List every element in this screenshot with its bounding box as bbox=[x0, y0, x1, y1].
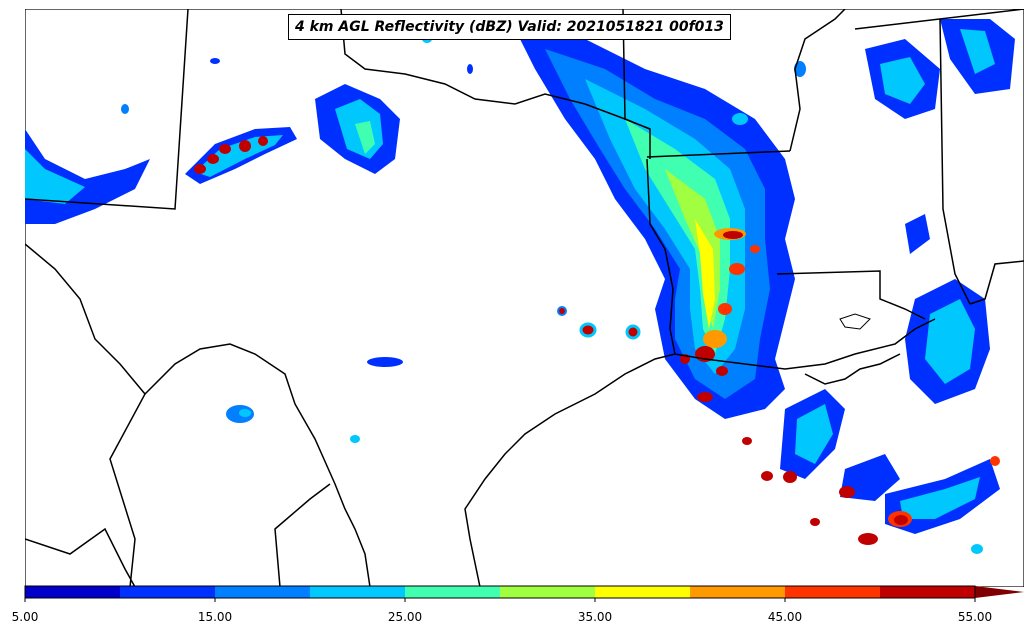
northeast-echoes bbox=[865, 19, 1015, 254]
texas-west-border bbox=[25, 243, 146, 587]
colorbar-tick-label: 15.00 bbox=[197, 610, 233, 624]
colorbar-segment bbox=[595, 586, 691, 598]
state-boundary-al-fl bbox=[969, 260, 1024, 305]
state-boundary-ok-ar bbox=[622, 9, 651, 159]
convective-cores bbox=[680, 228, 760, 402]
map-title-text: 4 km AGL Reflectivity (dBZ) Valid: 20210… bbox=[295, 19, 724, 35]
colorbar bbox=[24, 585, 1024, 602]
colorbar-segment bbox=[405, 586, 501, 598]
colorbar-tick-label: 25.00 bbox=[387, 610, 423, 624]
state-boundary-nm-co bbox=[25, 9, 189, 210]
reflectivity-map bbox=[25, 9, 1024, 587]
gulf-coastline bbox=[464, 318, 936, 587]
colorbar-segments bbox=[25, 586, 976, 598]
echo-layer bbox=[25, 19, 1015, 554]
colorbar-tick-label: 5.00 bbox=[11, 610, 39, 624]
state-boundary-la-south bbox=[776, 270, 926, 320]
colorbar-segment bbox=[880, 586, 976, 598]
map-title: 4 km AGL Reflectivity (dBZ) Valid: 20210… bbox=[288, 14, 731, 40]
lake-pontchartrain bbox=[839, 313, 871, 330]
colorbar-segment bbox=[690, 586, 786, 598]
state-boundary-tn bbox=[854, 9, 1024, 30]
colorbar-outline bbox=[24, 585, 976, 599]
state-boundary-tx-ok bbox=[340, 9, 651, 130]
colorbar-segment bbox=[25, 586, 121, 598]
colorbar-extend-arrow bbox=[975, 586, 1024, 598]
colorbar-segment bbox=[120, 586, 216, 598]
state-boundary-la-ms bbox=[789, 9, 846, 152]
colorbar-ticks bbox=[24, 598, 976, 602]
state-boundary-ar-la bbox=[646, 150, 791, 158]
state-boundary-ms-al bbox=[939, 18, 971, 305]
colorbar-segment bbox=[310, 586, 406, 598]
colorbar-tick-label: 55.00 bbox=[957, 610, 993, 624]
colorbar-segment bbox=[215, 586, 311, 598]
boundary-lines bbox=[25, 9, 1024, 587]
panhandle-cells bbox=[185, 127, 297, 184]
colorbar-tick-label: 45.00 bbox=[767, 610, 803, 624]
state-boundary-tx-la bbox=[646, 158, 676, 355]
mexico-interior-2 bbox=[25, 527, 136, 587]
oklahoma-echo bbox=[315, 84, 400, 174]
louisiana-coast-detail bbox=[804, 353, 901, 385]
mexico-border bbox=[144, 343, 371, 587]
gulf-echoes bbox=[742, 279, 1000, 545]
colorbar-segment bbox=[500, 586, 596, 598]
colorbar-segment bbox=[785, 586, 881, 598]
mexico-interior-1 bbox=[274, 483, 331, 587]
colorbar-tick-label: 35.00 bbox=[577, 610, 613, 624]
